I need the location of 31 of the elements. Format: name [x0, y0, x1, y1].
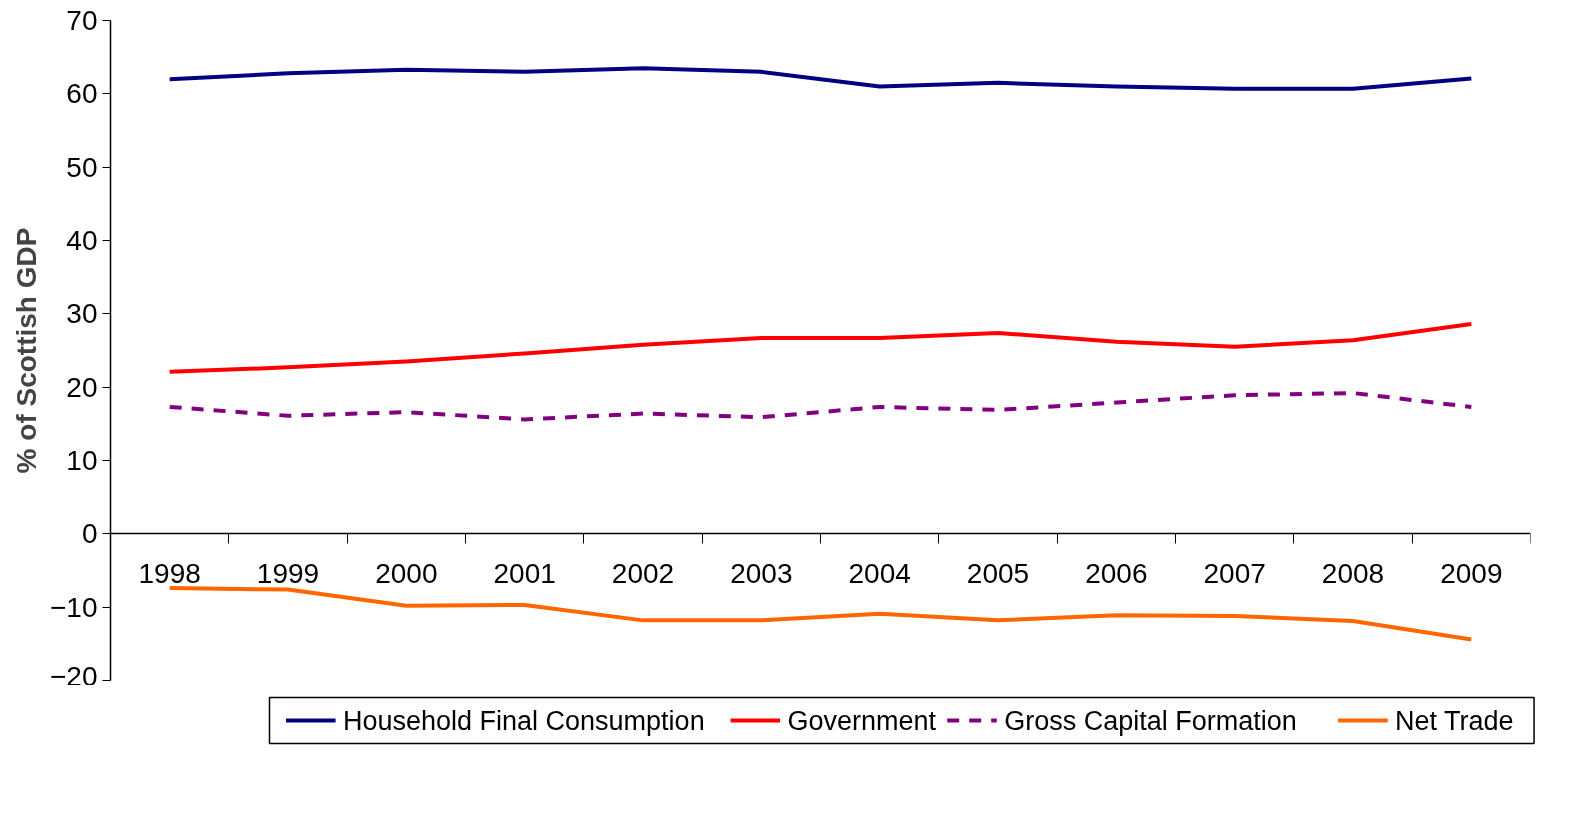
y-tick-label: 50 — [66, 151, 98, 183]
y-tick-label: 60 — [66, 78, 98, 110]
x-tick-label: 2003 — [730, 557, 793, 589]
x-tick-label: 2009 — [1440, 557, 1503, 589]
x-tick-label: 1999 — [256, 557, 320, 589]
x-tick-label: 2006 — [1085, 557, 1148, 589]
y-tick-label: 10 — [66, 445, 98, 476]
x-tick-label: 2007 — [1203, 557, 1266, 589]
line-series — [167, 586, 1474, 642]
x-tick-label: 2002 — [611, 557, 675, 589]
x-tick-label: 1998 — [138, 557, 201, 589]
line-series — [167, 322, 1474, 374]
x-tick-label: 2001 — [493, 557, 556, 589]
line-series — [167, 66, 1474, 91]
x-tick-label: 2004 — [848, 557, 911, 589]
y-tick-label: −10 — [50, 591, 98, 623]
legend-label: Gross Capital Formation — [1004, 705, 1297, 736]
legend-label: Net Trade — [1395, 705, 1514, 736]
legend-label: Household Final Consumption — [342, 705, 705, 736]
y-tick-label: −20 — [50, 660, 98, 692]
x-tick-label: 2000 — [375, 557, 438, 589]
y-tick-label: 0 — [81, 518, 98, 550]
x-tick-label: 2005 — [966, 557, 1030, 589]
y-tick-label: 30 — [66, 298, 98, 330]
y-tick-label: 70 — [66, 5, 98, 36]
legend-label: Government — [787, 705, 937, 736]
y-axis-title: % of Scottish GDP — [11, 227, 42, 474]
x-tick-label: 2008 — [1321, 557, 1385, 589]
y-tick-label: 20 — [66, 371, 98, 403]
line-series — [167, 391, 1474, 422]
y-tick-label: 40 — [66, 225, 98, 256]
